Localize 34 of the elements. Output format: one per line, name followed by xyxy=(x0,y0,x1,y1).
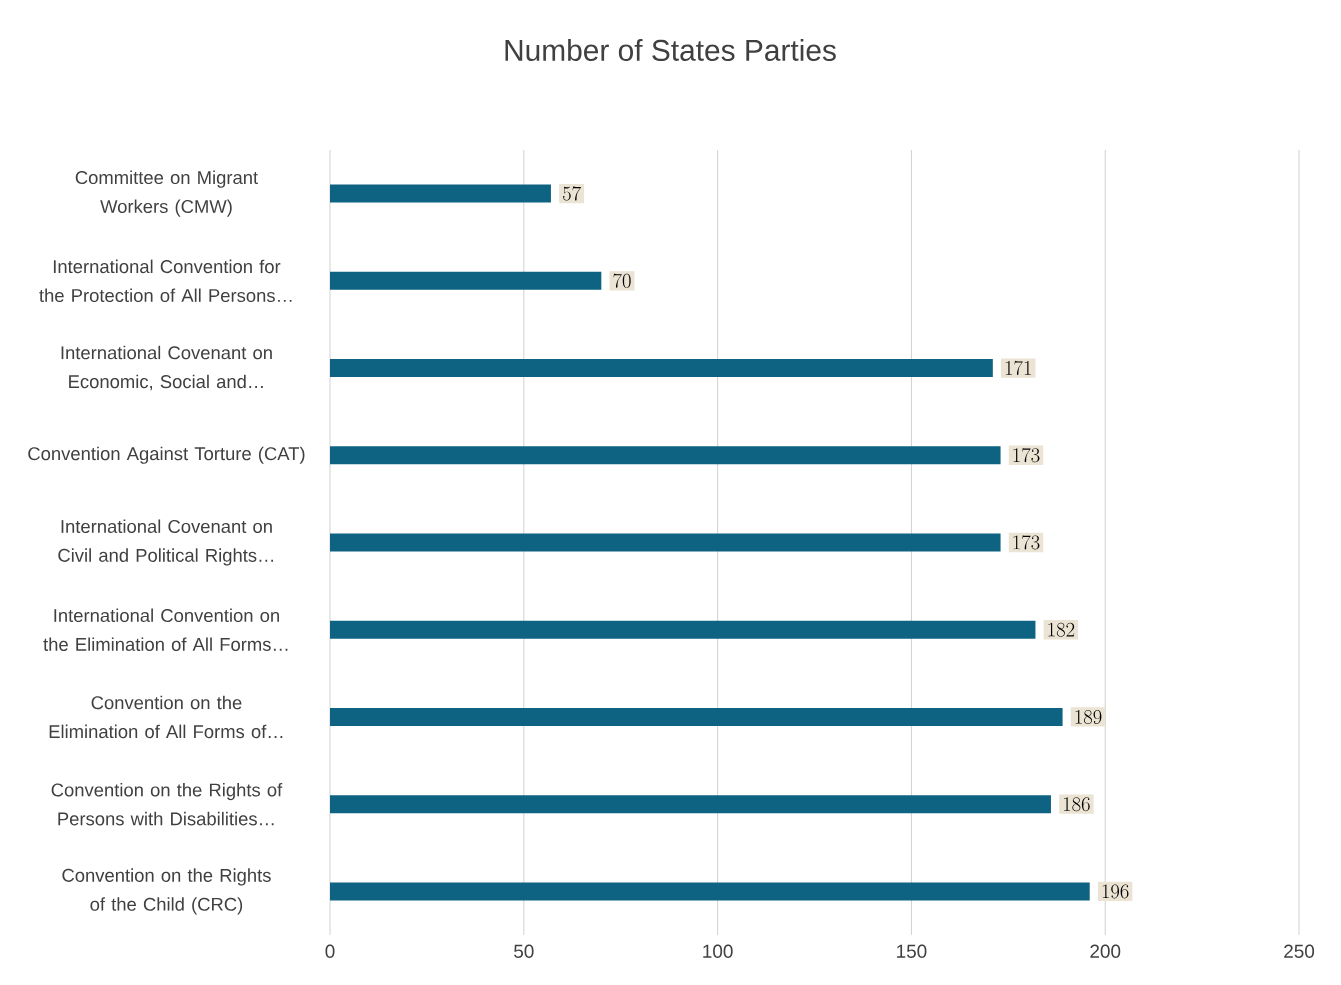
data-label: 70 xyxy=(613,273,631,288)
data-label: 173 xyxy=(1013,447,1040,463)
data-label: 196 xyxy=(1102,884,1129,899)
bar xyxy=(330,359,993,378)
y-tick-label: International Covenant on Civil and Political Rights… xyxy=(58,519,274,566)
bar xyxy=(330,446,1001,465)
y-tick-label: Convention on the Rights of Persons with Disabilities… xyxy=(51,782,283,826)
bar xyxy=(330,620,1036,639)
data-label: 182 xyxy=(1048,622,1075,637)
data-label: 189 xyxy=(1075,709,1102,724)
y-tick-label: International Convention on the Elimination of All Forms… xyxy=(43,608,288,651)
bar xyxy=(330,882,1090,901)
chart-title: Number of States Parties xyxy=(505,39,836,61)
data-label: 173 xyxy=(1013,535,1040,550)
y-tick-label: Convention on the Elimination of All Forms of… xyxy=(49,695,283,739)
x-tick-label: 50 xyxy=(514,944,534,958)
data-label: 186 xyxy=(1063,797,1090,812)
bar xyxy=(330,707,1063,726)
data-label: 57 xyxy=(562,186,581,201)
bar xyxy=(330,533,1001,552)
y-tick-label: Convention on the Rights of the Child (CRC) xyxy=(62,868,271,915)
data-label: 171 xyxy=(1005,360,1031,376)
bar xyxy=(330,271,602,290)
bar xyxy=(330,184,551,203)
x-tick-label: 250 xyxy=(1284,944,1315,958)
y-tick-label: International Convention for the Protection of All Persons… xyxy=(39,259,292,303)
y-tick-label: Committee on Migrant Workers (CMW) xyxy=(75,170,258,217)
x-tick-label: 100 xyxy=(703,944,733,958)
y-tick-label: International Covenant on Economic, Social and… xyxy=(61,345,272,391)
x-tick-label: 0 xyxy=(325,944,335,958)
x-tick-label: 150 xyxy=(897,944,927,958)
y-tick-label: Convention Against Torture (CAT) xyxy=(28,446,305,464)
bar xyxy=(330,795,1051,814)
x-tick-label: 200 xyxy=(1090,944,1121,958)
